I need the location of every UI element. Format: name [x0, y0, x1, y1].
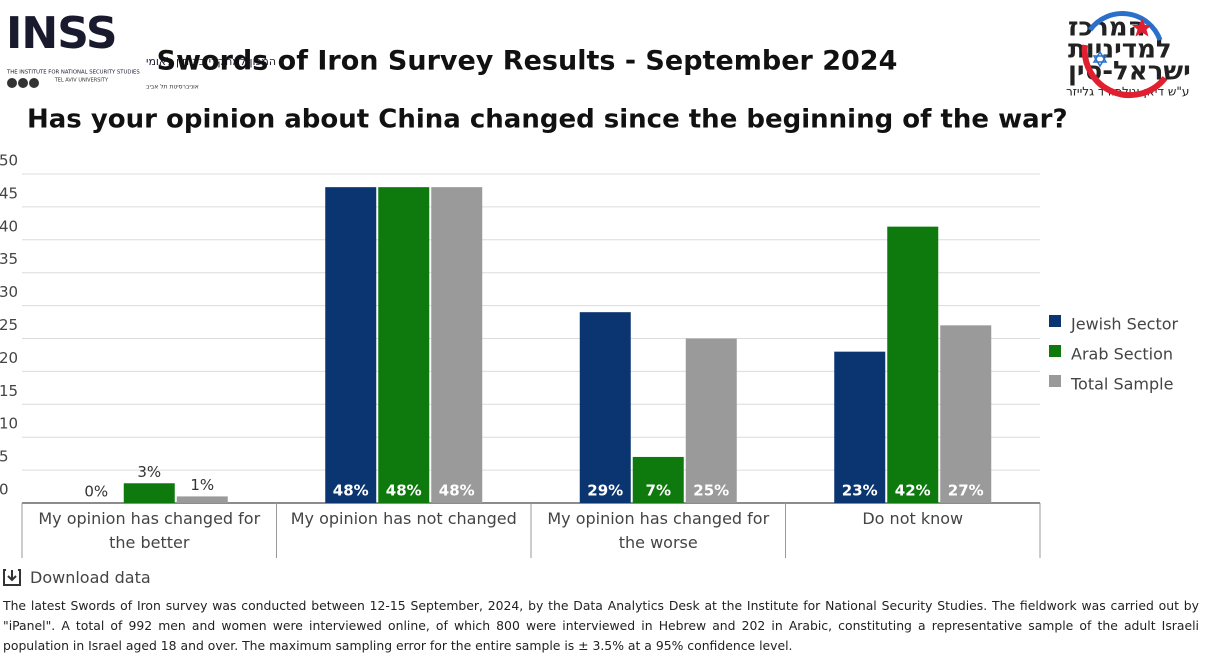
value-label: 25% — [693, 482, 729, 500]
value-label: 42% — [895, 482, 931, 500]
value-label: 48% — [386, 482, 422, 500]
logo-dot — [18, 78, 28, 88]
legend-label: Jewish Sector — [1070, 315, 1179, 334]
bar — [685, 338, 737, 503]
inss-hebrew: המכון למחקרי ביטחון לאומי — [146, 55, 276, 68]
value-label: 3% — [137, 463, 161, 481]
value-label: 23% — [842, 482, 878, 500]
tau-hebrew: אוניברסיטת תל אביב — [146, 84, 199, 91]
download-label[interactable]: Download data — [30, 567, 151, 587]
logo-dot — [7, 78, 17, 88]
bar — [579, 312, 631, 503]
y-tick-label: 20 — [0, 349, 18, 367]
y-tick-label: 15 — [0, 382, 18, 400]
value-label: 48% — [439, 482, 475, 500]
y-tick-label: 30 — [0, 283, 18, 301]
chart-subtitle: Has your opinion about China changed sin… — [27, 105, 1068, 135]
value-label: 1% — [190, 476, 214, 494]
chart-title: Swords of Iron Survey Results - Septembe… — [157, 46, 898, 77]
bar — [123, 483, 175, 503]
logo-arc — [1081, 44, 1168, 99]
footnote: The latest Swords of Iron survey was con… — [3, 598, 1199, 653]
value-label: 29% — [587, 482, 623, 500]
x-tick-label: Do not know — [862, 509, 964, 528]
x-tick-label: My opinion has changed for the better — [38, 509, 261, 552]
logo-arc — [1087, 11, 1163, 41]
bar — [378, 187, 430, 503]
bar — [632, 456, 684, 503]
bar — [887, 226, 939, 503]
y-tick-label: 5 — [0, 448, 9, 466]
legend-swatch — [1049, 315, 1061, 327]
legend-swatch — [1049, 345, 1061, 357]
download-icon[interactable] — [2, 567, 22, 587]
legend-label: Arab Section — [1071, 345, 1173, 364]
x-tick-label: My opinion has not changed — [290, 509, 517, 528]
x-tick-label: My opinion has changed for the worse — [547, 509, 770, 552]
y-tick-label: 10 — [0, 415, 18, 433]
bar — [940, 325, 992, 503]
legend-swatch — [1049, 375, 1061, 387]
logo-star — [1092, 50, 1108, 68]
y-tick-label: 40 — [0, 217, 18, 235]
value-label: 27% — [948, 482, 984, 500]
legend-label: Total Sample — [1070, 375, 1173, 394]
y-tick-label: 35 — [0, 250, 18, 268]
inss-logo: INSS — [6, 8, 117, 59]
bar — [431, 187, 483, 503]
y-tick-label: 25 — [0, 316, 18, 334]
y-tick-label: 0 — [0, 481, 9, 499]
logo-star — [1132, 18, 1152, 37]
tau-english: TEL AVIV UNIVERSITY — [54, 78, 109, 84]
bar — [176, 496, 228, 503]
value-label: 48% — [333, 482, 369, 500]
y-tick-label: 50 — [0, 152, 18, 170]
bar — [325, 187, 377, 503]
value-label: 0% — [84, 483, 108, 501]
bar — [834, 351, 886, 503]
y-tick-label: 45 — [0, 184, 18, 202]
value-label: 7% — [646, 482, 671, 500]
inss-english: THE INSTITUTE FOR NATIONAL SECURITY STUD… — [6, 70, 140, 76]
logo-dot — [29, 78, 39, 88]
download-button[interactable]: Download data — [2, 567, 151, 587]
